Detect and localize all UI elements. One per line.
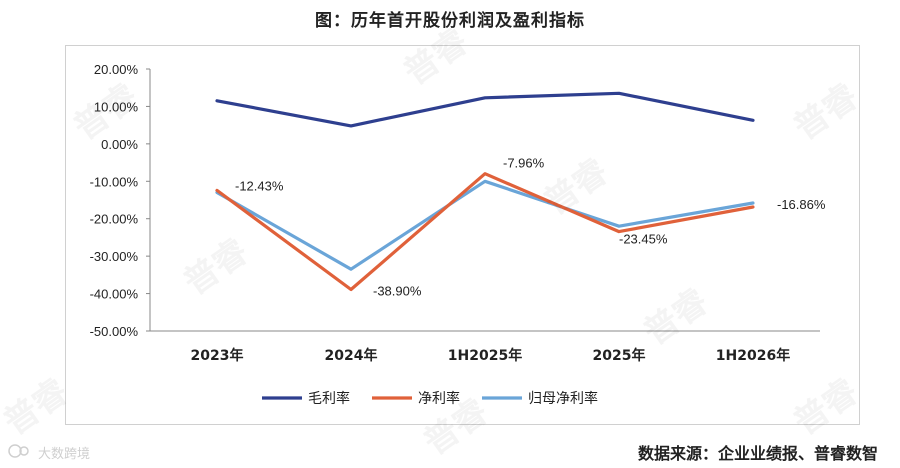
x-tick-label: 2023年 [191,347,244,364]
y-tick-label: -30.00% [90,249,139,264]
series-lines [215,91,755,292]
legend-label: 净利率 [418,390,460,407]
data-label: -16.86% [777,197,826,212]
y-tick-label: -10.00% [90,174,139,189]
x-tick-label: 1H2025年 [448,347,522,364]
data-label: -7.96% [503,156,545,171]
watermark-corner-text: 大数跨境 [38,447,91,462]
x-tick-label: 2025年 [593,347,646,364]
data-source-note: 数据来源：企业业绩报、普睿数智 [637,444,878,463]
y-tick-label: -40.00% [90,287,139,302]
y-axis-labels: 20.00% 10.00% 0.00% -10.00% -20.00% -30.00% -4… [90,62,139,339]
x-axis-labels: 2023年 2024年 1H2025年 2025年 1H2026年 [191,347,791,364]
series-line-3 [215,179,755,271]
data-label: -12.43% [235,178,284,193]
y-tick-label: 20.00% [94,62,139,77]
legend-label: 归母净利率 [528,390,598,407]
legend: 毛利率 净利率 归母净利率 [262,390,598,407]
chart-frame [65,45,860,425]
y-tick-label: -20.00% [90,212,139,227]
legend-label: 毛利率 [308,390,350,407]
x-tick-label: 2024年 [325,347,378,364]
chart-title: 图：历年首开股份利润及盈利指标 [315,11,585,31]
data-label: -23.45% [619,232,668,247]
y-tick-label: 10.00% [94,99,139,114]
x-tick-label: 1H2026年 [716,347,790,364]
series-line-2 [215,172,755,292]
y-tick-label: 0.00% [101,137,138,152]
axes [146,68,820,332]
watermark-logo-icon [8,444,29,458]
data-labels: -12.43% -38.90% -7.96% -23.45% -16.86% [235,156,826,299]
y-tick-label: -50.00% [90,324,139,339]
data-label: -38.90% [373,283,422,298]
series-line-1 [215,91,755,128]
